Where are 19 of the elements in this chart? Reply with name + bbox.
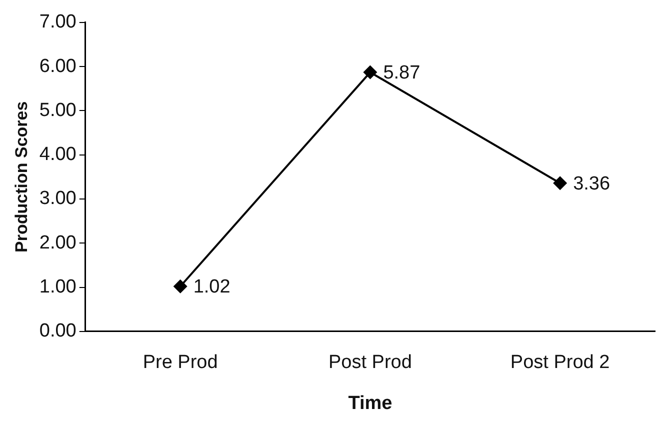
y-tick-label: 0.00: [39, 320, 76, 342]
point: [363, 65, 378, 80]
y-tick-label: 2.00: [39, 232, 76, 254]
data-label: 1.02: [193, 276, 230, 298]
data-label: 3.36: [573, 173, 610, 194]
y-tick-label: 3.00: [39, 188, 76, 210]
data-label: 5.87: [383, 62, 420, 84]
y-axis-title: Production Scores: [12, 101, 31, 252]
x-tick-label: Post Prod: [328, 352, 412, 374]
y-tick-label: 5.00: [39, 100, 76, 121]
y-tick-label: 1.00: [39, 276, 76, 298]
y-tick-label: 4.00: [39, 144, 76, 166]
y-tick-label: 7.00: [39, 12, 76, 33]
x-axis-title: Time: [348, 392, 392, 414]
x-tick-label: Pre Prod: [142, 352, 218, 374]
point: [173, 279, 188, 294]
y-tick-label: 6.00: [39, 56, 76, 77]
x-tick-label: Post Prod 2: [510, 352, 610, 374]
point: [553, 176, 568, 190]
